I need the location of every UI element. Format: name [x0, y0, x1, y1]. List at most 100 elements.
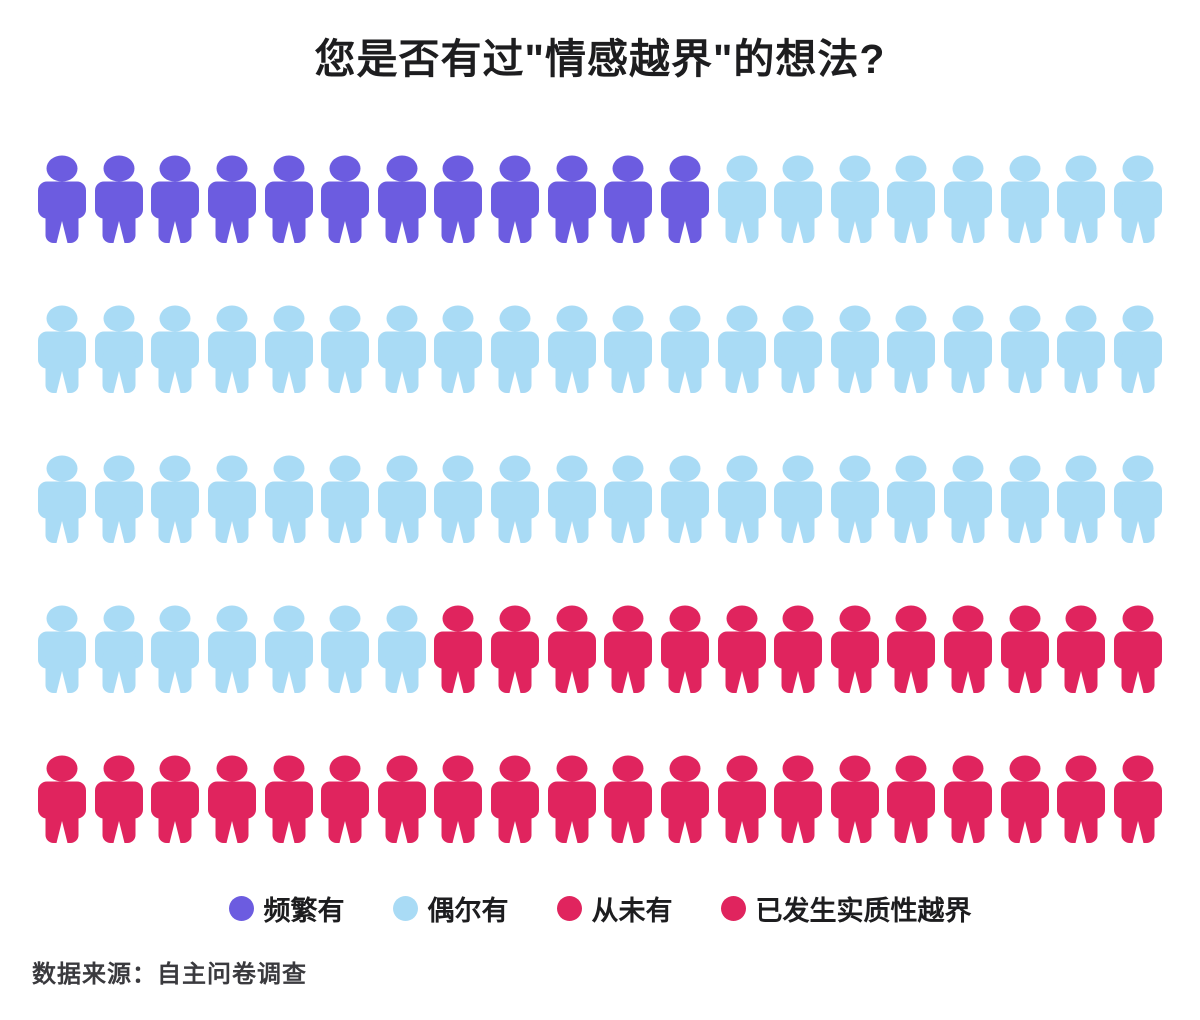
icon-row-5 [38, 755, 1162, 843]
person-icon [944, 455, 992, 543]
data-source-note: 数据来源：自主问卷调查 [32, 961, 307, 988]
person-icon [944, 305, 992, 393]
legend-item-frequent: 频繁有 [228, 889, 345, 928]
person-icon [1001, 305, 1049, 393]
person-icon [774, 455, 822, 543]
person-icon [491, 605, 539, 693]
person-icon [321, 455, 369, 543]
person-icon [887, 755, 935, 843]
person-icon [1001, 605, 1049, 693]
person-icon [95, 305, 143, 393]
person-icon [265, 755, 313, 843]
person-icon [548, 755, 596, 843]
legend-dot-icon [556, 896, 582, 921]
person-icon [944, 155, 992, 243]
person-icon [661, 455, 709, 543]
person-icon [887, 605, 935, 693]
person-icon [434, 755, 482, 843]
person-icon [1057, 155, 1105, 243]
person-icon [831, 605, 879, 693]
person-icon [265, 155, 313, 243]
person-icon [774, 155, 822, 243]
person-icon [1001, 455, 1049, 543]
legend-item-occasional: 偶尔有 [392, 889, 509, 928]
person-icon [434, 155, 482, 243]
legend-label: 从未有 [591, 896, 673, 926]
person-icon [604, 455, 652, 543]
person-icon [265, 305, 313, 393]
person-icon [774, 755, 822, 843]
person-icon [151, 755, 199, 843]
person-icon [1057, 305, 1105, 393]
person-icon [208, 455, 256, 543]
icon-row-1 [38, 155, 1162, 243]
person-icon [887, 305, 935, 393]
person-icon [1114, 605, 1162, 693]
person-icon [548, 605, 596, 693]
icon-row-4 [38, 605, 1162, 693]
person-icon [321, 305, 369, 393]
person-icon [208, 755, 256, 843]
legend-label: 频繁有 [263, 896, 345, 926]
person-icon [321, 155, 369, 243]
icon-row-3 [38, 455, 1162, 543]
person-icon [718, 755, 766, 843]
person-icon [1114, 305, 1162, 393]
person-icon [944, 755, 992, 843]
person-icon [1114, 755, 1162, 843]
person-icon [38, 305, 86, 393]
person-icon [604, 605, 652, 693]
person-icon [718, 305, 766, 393]
person-icon [831, 755, 879, 843]
person-icon [831, 305, 879, 393]
person-icon [38, 155, 86, 243]
person-icon [265, 455, 313, 543]
person-icon [604, 755, 652, 843]
legend-item-never: 从未有 [556, 889, 673, 928]
person-icon [944, 605, 992, 693]
person-icon [774, 605, 822, 693]
person-icon [434, 455, 482, 543]
person-icon [604, 155, 652, 243]
person-icon [208, 305, 256, 393]
person-icon [321, 755, 369, 843]
person-icon [491, 455, 539, 543]
legend-label: 偶尔有 [427, 896, 509, 926]
person-icon [887, 455, 935, 543]
person-icon [38, 455, 86, 543]
person-icon [661, 755, 709, 843]
person-icon [378, 455, 426, 543]
person-icon [434, 305, 482, 393]
person-icon [491, 305, 539, 393]
person-icon [491, 155, 539, 243]
legend-label: 已发生实质性越界 [755, 896, 972, 926]
person-icon [95, 755, 143, 843]
person-icon [208, 605, 256, 693]
person-icon [38, 755, 86, 843]
person-icon [1001, 755, 1049, 843]
person-icon [1057, 755, 1105, 843]
person-icon [831, 455, 879, 543]
person-icon [95, 605, 143, 693]
chart-title: 您是否有过"情感越界"的想法? [314, 36, 886, 82]
person-icon [434, 605, 482, 693]
person-icon [887, 155, 935, 243]
person-icon [208, 155, 256, 243]
person-icon [718, 605, 766, 693]
person-icon [1057, 605, 1105, 693]
person-icon [378, 755, 426, 843]
legend: 频繁有 偶尔有 从未有 已发生实质性越界 [0, 889, 1200, 928]
person-icon [548, 455, 596, 543]
person-icon [491, 755, 539, 843]
person-icon [604, 305, 652, 393]
person-icon [661, 605, 709, 693]
person-icon [1114, 455, 1162, 543]
person-icon [1001, 155, 1049, 243]
person-icon [661, 155, 709, 243]
person-icon [151, 305, 199, 393]
person-icon [718, 455, 766, 543]
person-icon [661, 305, 709, 393]
person-icon [548, 305, 596, 393]
person-icon [95, 155, 143, 243]
